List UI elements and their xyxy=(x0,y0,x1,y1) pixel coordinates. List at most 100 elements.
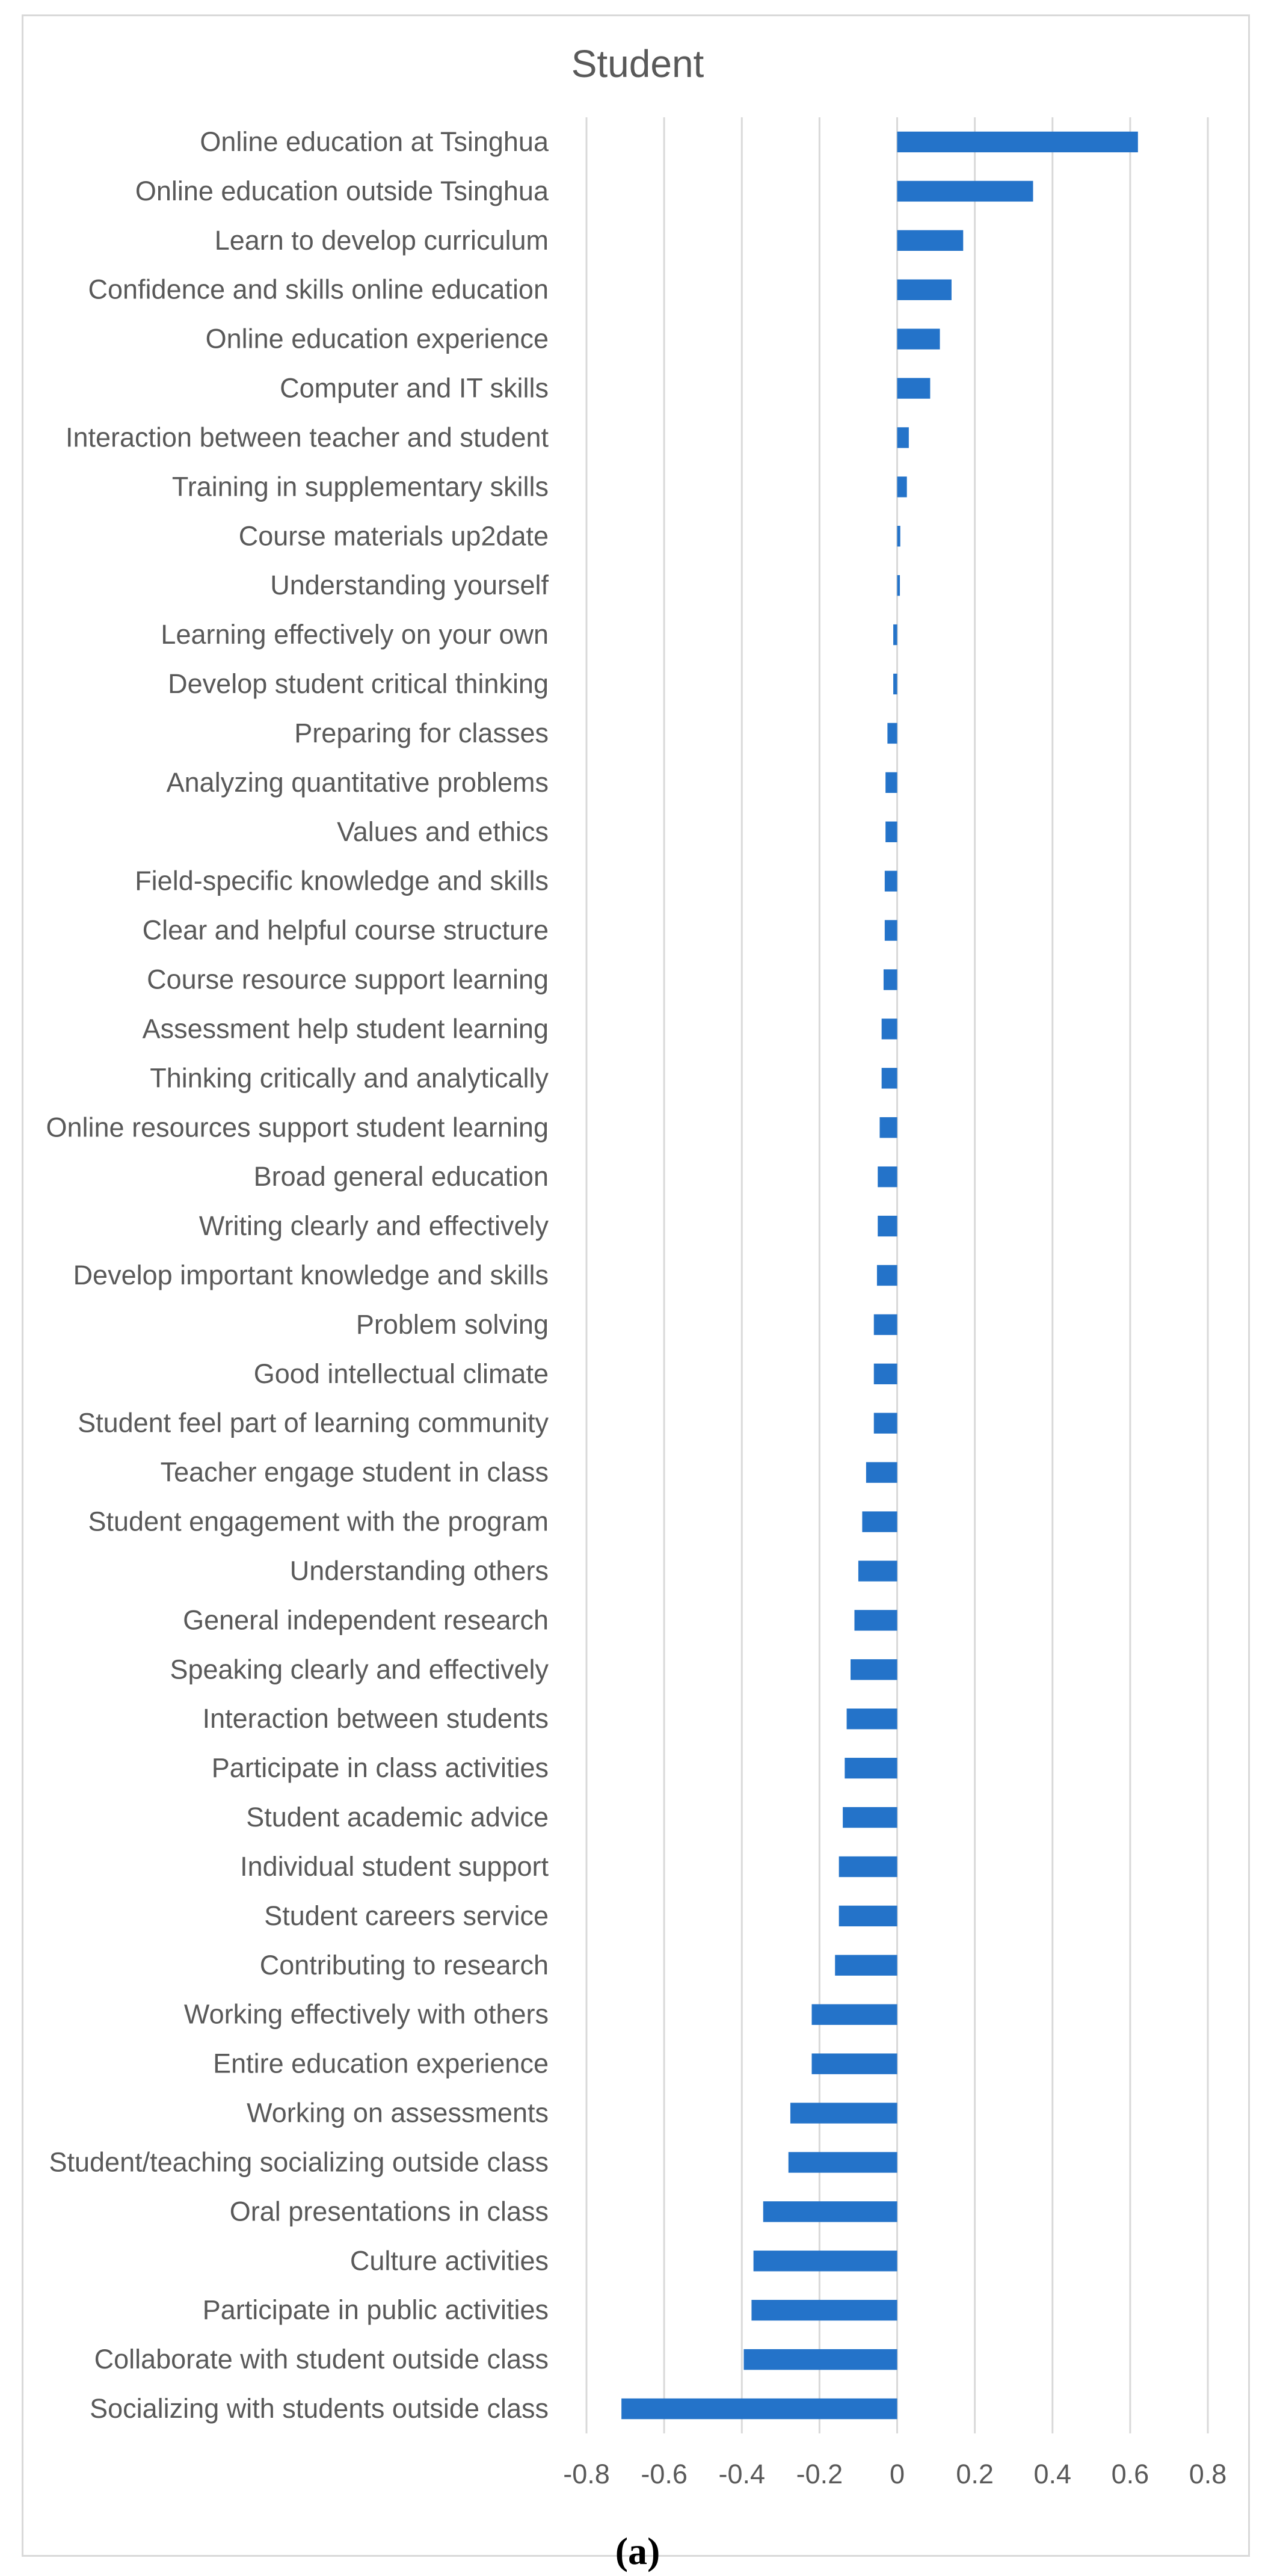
category-label: Teacher engage student in class xyxy=(161,1457,549,1488)
bar xyxy=(854,1610,897,1631)
category-label: Student academic advice xyxy=(246,1802,549,1832)
bar xyxy=(835,1955,897,1976)
bar xyxy=(885,821,897,842)
category-label: Contributing to research xyxy=(260,1950,549,1980)
bars xyxy=(621,131,1138,2420)
bar xyxy=(887,723,897,744)
category-label: Training in supplementary skills xyxy=(172,471,549,502)
category-label: Computer and IT skills xyxy=(280,373,549,404)
x-tick-label: -0.4 xyxy=(718,2459,765,2489)
category-label: General independent research xyxy=(183,1604,549,1635)
category-label: Online education experience xyxy=(206,324,549,354)
bar xyxy=(873,1363,897,1385)
category-label: Clear and helpful course structure xyxy=(143,915,549,946)
bar xyxy=(839,1905,897,1927)
bar xyxy=(884,870,897,892)
bar xyxy=(893,673,897,695)
category-label: Assessment help student learning xyxy=(143,1013,549,1044)
category-label: Individual student support xyxy=(240,1851,549,1882)
bar xyxy=(881,1068,897,1089)
category-label: Working effectively with others xyxy=(184,1999,549,2030)
x-tick-label: -0.2 xyxy=(796,2459,843,2489)
x-tick-label: 0.8 xyxy=(1189,2459,1227,2489)
bar xyxy=(858,1561,897,1582)
bar xyxy=(851,1659,897,1680)
category-label: Participate in public activities xyxy=(203,2294,549,2325)
category-label: Writing clearly and effectively xyxy=(199,1210,549,1241)
bar xyxy=(753,2251,897,2272)
category-label: Entire education experience xyxy=(213,2048,549,2079)
category-label: Student/teaching socializing outside cla… xyxy=(49,2146,549,2177)
bar xyxy=(845,1757,897,1779)
category-label: Online education at Tsinghua xyxy=(200,126,549,157)
bar xyxy=(843,1807,897,1828)
bar xyxy=(873,1413,897,1434)
bar xyxy=(897,476,907,498)
x-tick-label: -0.6 xyxy=(641,2459,688,2489)
bar xyxy=(893,624,897,646)
x-tick-label: 0.2 xyxy=(956,2459,994,2489)
bar xyxy=(788,2152,897,2173)
bar xyxy=(876,1265,897,1286)
bar xyxy=(897,328,940,350)
chart-frame xyxy=(22,14,1250,2557)
bar xyxy=(897,230,964,251)
category-label: Good intellectual climate xyxy=(254,1358,549,1389)
bar xyxy=(884,920,897,941)
category-label: Working on assessments xyxy=(247,2098,549,2128)
bar xyxy=(811,2053,897,2074)
x-tick-label: 0.6 xyxy=(1112,2459,1149,2489)
x-tick-label: 0 xyxy=(890,2459,905,2489)
category-label: Learning effectively on your own xyxy=(161,619,549,650)
x-tick-label: 0.4 xyxy=(1033,2459,1071,2489)
category-label: Student engagement with the program xyxy=(88,1506,549,1537)
category-label: Online resources support student learnin… xyxy=(46,1112,549,1142)
bar xyxy=(873,1314,897,1336)
x-axis-ticks: -0.8 -0.6 -0.4 -0.2 0 0.2 0.4 0.6 0.8 xyxy=(563,2459,1226,2489)
bar xyxy=(751,2300,897,2321)
bar xyxy=(897,131,1138,153)
bar xyxy=(763,2201,897,2222)
bar xyxy=(862,1511,897,1532)
bar xyxy=(878,1215,897,1237)
category-labels: Online education at Tsinghua Online educa… xyxy=(46,126,549,2424)
bar xyxy=(881,1018,897,1040)
bar xyxy=(897,279,952,300)
category-label: Thinking critically and analytically xyxy=(150,1062,549,1093)
bar xyxy=(897,526,900,547)
category-label: Learn to develop curriculum xyxy=(215,225,549,256)
chart-title: Student xyxy=(571,42,704,85)
category-label: Develop important knowledge and skills xyxy=(73,1260,549,1290)
bar xyxy=(743,2349,897,2370)
bar xyxy=(897,427,909,448)
category-label: Preparing for classes xyxy=(294,718,549,748)
category-label: Speaking clearly and effectively xyxy=(170,1654,549,1684)
category-label: Course resource support learning xyxy=(147,964,549,995)
bar xyxy=(897,575,900,596)
category-label: Student feel part of learning community xyxy=(78,1408,549,1438)
category-label: Course materials up2date xyxy=(239,520,549,551)
category-label: Develop student critical thinking xyxy=(168,668,549,699)
category-label: Broad general education xyxy=(254,1161,549,1192)
bar xyxy=(811,2004,897,2025)
category-label: Problem solving xyxy=(356,1309,549,1340)
category-label: Field-specific knowledge and skills xyxy=(135,866,549,896)
gridlines xyxy=(585,117,1209,2433)
category-label: Analyzing quantitative problems xyxy=(167,767,549,798)
bar xyxy=(885,772,897,793)
bar xyxy=(790,2103,897,2124)
category-label: Confidence and skills online education xyxy=(88,274,549,305)
category-label: Participate in class activities xyxy=(212,1752,549,1783)
category-label: Oral presentations in class xyxy=(230,2196,549,2226)
category-label: Understanding yourself xyxy=(270,570,549,600)
bar xyxy=(866,1462,897,1483)
bar xyxy=(621,2398,897,2420)
category-label: Culture activities xyxy=(350,2245,549,2276)
category-label: Values and ethics xyxy=(337,816,549,847)
category-label: Student careers service xyxy=(264,1900,549,1931)
x-tick-label: -0.8 xyxy=(563,2459,610,2489)
bar xyxy=(839,1856,897,1878)
bar xyxy=(879,1117,897,1138)
bar xyxy=(897,378,931,399)
